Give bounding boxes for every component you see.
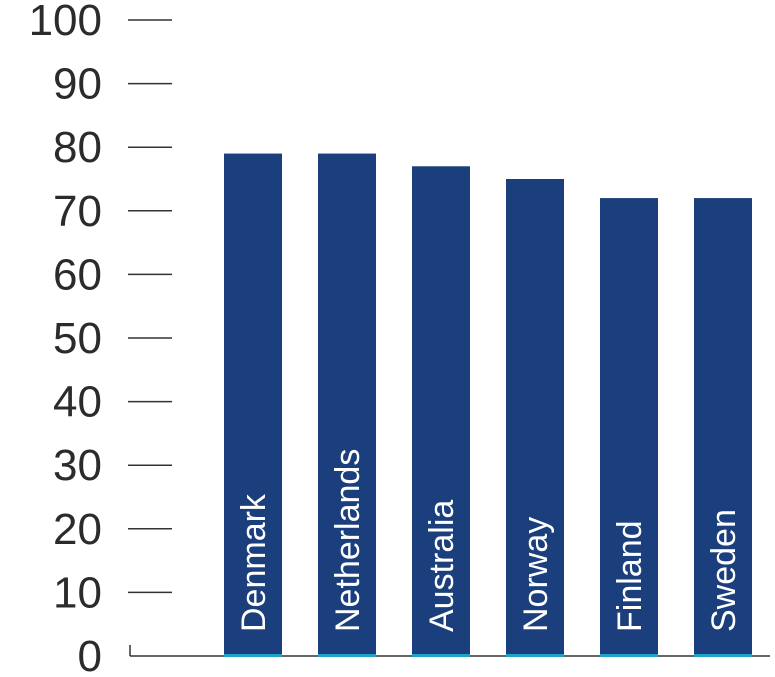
bar (600, 198, 658, 656)
bar (318, 153, 376, 656)
y-tick-label: 20 (53, 505, 102, 554)
bar-base-edge (694, 654, 752, 657)
bars: Denmark Netherlands Australia Norway Finland… (224, 153, 752, 657)
bar (412, 166, 470, 656)
y-tick-label: 50 (53, 314, 102, 363)
bar (506, 179, 564, 656)
bar-category-label: Denmark (235, 493, 273, 632)
y-tick-label: 70 (53, 187, 102, 236)
y-tick-label: 10 (53, 568, 102, 617)
bar (224, 153, 282, 656)
bar-base-edge (224, 654, 282, 657)
y-tick-label: 60 (53, 250, 102, 299)
bar-category-label: Sweden (705, 509, 743, 632)
y-tick-label: 40 (53, 378, 102, 427)
bar-category-label: Finland (611, 520, 649, 632)
y-tick-label: 90 (53, 60, 102, 109)
y-tick-label: 30 (53, 441, 102, 490)
y-tick-label: 80 (53, 123, 102, 172)
bar-base-edge (318, 654, 376, 657)
bar-category-label: Norway (517, 517, 555, 632)
bar (694, 198, 752, 656)
y-tick-label: 0 (78, 632, 102, 677)
bar-base-edge (600, 654, 658, 657)
bar-category-label: Australia (423, 500, 461, 632)
y-tick-label: 100 (29, 0, 102, 45)
bar-base-edge (506, 654, 564, 657)
bar-base-edge (412, 654, 470, 657)
bar-category-label: Netherlands (329, 449, 367, 632)
y-axis: 0 10 20 30 40 50 60 70 80 90 100 (29, 0, 172, 677)
